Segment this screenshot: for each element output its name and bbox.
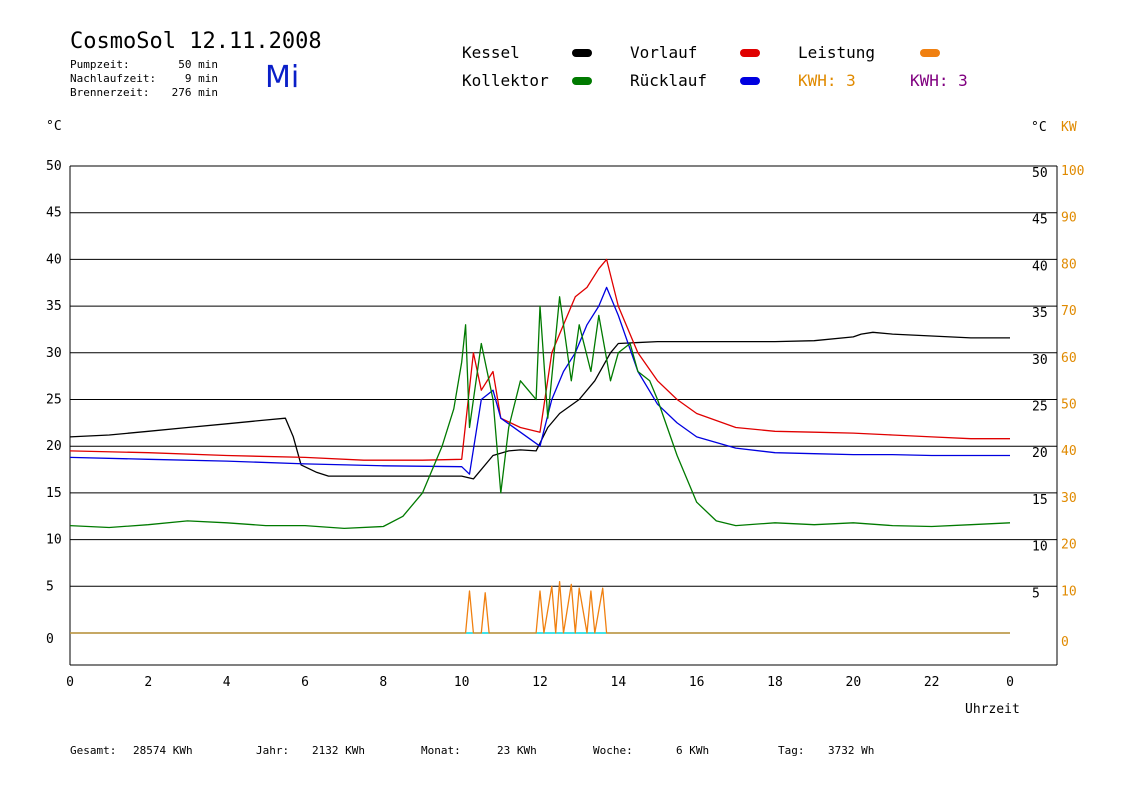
footer-tag-label: Tag:: [778, 744, 805, 757]
legend-vorlauf-label: Vorlauf: [630, 43, 698, 62]
stat-nachlaufzeit-value: 9 min: [184, 72, 218, 85]
legend-ruecklauf-label: Rücklauf: [630, 71, 708, 90]
left-tick-label: 5: [46, 579, 54, 594]
x-tick-label: 0: [66, 675, 74, 690]
right-axis-unit-kw: KW: [1061, 120, 1077, 135]
x-tick-label: 0: [1006, 675, 1014, 690]
series-line-kollektor: [69, 296, 1011, 530]
left-tick-label: 45: [46, 206, 62, 221]
x-tick-label: 20: [846, 675, 862, 690]
legend-leistung-swatch: [920, 49, 940, 57]
footer-woche-value: 6 KWh: [676, 744, 710, 757]
legend-leistung-label: Leistung: [798, 43, 876, 62]
left-axis-unit: °C: [46, 119, 62, 134]
left-tick-label: 15: [46, 486, 62, 501]
right-kw-tick-label: 80: [1061, 257, 1077, 272]
right-kw-tick-label: 100: [1061, 164, 1084, 179]
x-tick-label: 6: [301, 675, 309, 690]
right-tick-label: 20: [1032, 446, 1048, 461]
x-tick-label: 14: [611, 675, 627, 690]
right-tick-label: 45: [1032, 213, 1048, 228]
footer-tag-value: 3732 Wh: [828, 744, 875, 757]
legend-kwh1-value: 3: [846, 71, 856, 90]
series-line-vorlauf: [69, 258, 1010, 461]
x-tick-label: 16: [689, 675, 705, 690]
legend-kessel-label: Kessel: [462, 43, 520, 62]
right-kw-tick-label: 10: [1061, 584, 1077, 599]
right-kw-tick-label: 20: [1061, 538, 1077, 553]
left-tick-label: 35: [46, 299, 62, 314]
x-tick-label: 4: [223, 675, 231, 690]
right-kw-tick-label: 40: [1061, 444, 1077, 459]
right-kw-tick-label: 50: [1061, 398, 1077, 413]
legend-kwh1-label: KWH:: [798, 71, 837, 90]
x-tick-label: 18: [767, 675, 783, 690]
right-tick-label: 50: [1032, 166, 1048, 181]
left-tick-label: 30: [46, 346, 62, 361]
series-line-kessel: [69, 331, 1010, 480]
left-tick-label: 40: [46, 252, 62, 267]
legend-kwh1: KWH: 3: [798, 71, 856, 90]
right-tick-label: 10: [1032, 540, 1048, 555]
x-axis-label: Uhrzeit: [965, 702, 1020, 717]
right-kw-tick-label: 0: [1061, 635, 1069, 650]
footer-jahr-label: Jahr:: [256, 744, 290, 757]
right-kw-tick-label: 60: [1061, 351, 1077, 366]
footer-gesamt-label: Gesamt:: [70, 744, 117, 757]
stat-pumpzeit-value: 50 min: [178, 58, 218, 71]
right-tick-label: 30: [1032, 353, 1048, 368]
right-kw-tick-label: 30: [1061, 491, 1077, 506]
x-tick-label: 10: [454, 675, 470, 690]
left-tick-label: 0: [46, 632, 54, 647]
x-tick-label: 2: [144, 675, 152, 690]
stat-nachlaufzeit-label: Nachlaufzeit:: [70, 72, 157, 85]
footer-jahr-value: 2132 KWh: [312, 744, 365, 757]
right-tick-label: 40: [1032, 259, 1048, 274]
right-axis-unit: °C: [1031, 120, 1047, 135]
right-tick-label: 35: [1032, 306, 1048, 321]
stat-pumpzeit-label: Pumpzeit:: [70, 58, 130, 71]
chart-title: CosmoSol 12.11.2008: [70, 29, 322, 54]
footer-monat-value: 23 KWh: [497, 744, 537, 757]
series-line-ruecklauf: [69, 286, 1010, 475]
right-tick-label: 25: [1032, 400, 1048, 415]
weekday-label: Mi: [265, 60, 300, 95]
legend-ruecklauf-swatch: [740, 77, 760, 85]
footer-gesamt-value: 28574 KWh: [133, 744, 193, 757]
x-tick-label: 22: [924, 675, 940, 690]
left-tick-label: 50: [46, 159, 62, 174]
legend-kollektor-label: Kollektor: [462, 71, 549, 90]
x-tick-label: 12: [532, 675, 548, 690]
legend-kessel-swatch: [572, 49, 592, 57]
right-tick-label: 5: [1032, 586, 1040, 601]
right-kw-tick-label: 90: [1061, 211, 1077, 226]
legend-kwh2: KWH: 3: [910, 71, 968, 90]
footer-monat-label: Monat:: [421, 744, 461, 757]
left-tick-label: 25: [46, 393, 62, 408]
legend-kwh2-label: KWH:: [910, 71, 949, 90]
left-tick-label: 10: [46, 533, 62, 548]
legend-kollektor-swatch: [572, 77, 592, 85]
stat-brennerzeit-label: Brennerzeit:: [70, 86, 150, 99]
right-tick-label: 15: [1032, 493, 1048, 508]
legend-vorlauf-swatch: [740, 49, 760, 57]
x-tick-label: 8: [379, 675, 387, 690]
legend-kwh2-value: 3: [958, 71, 968, 90]
series-line-leistung: [70, 580, 1010, 634]
stat-brennerzeit-value: 276 min: [171, 86, 218, 99]
left-tick-label: 20: [46, 439, 62, 454]
footer-woche-label: Woche:: [593, 744, 633, 757]
right-kw-tick-label: 70: [1061, 304, 1077, 319]
